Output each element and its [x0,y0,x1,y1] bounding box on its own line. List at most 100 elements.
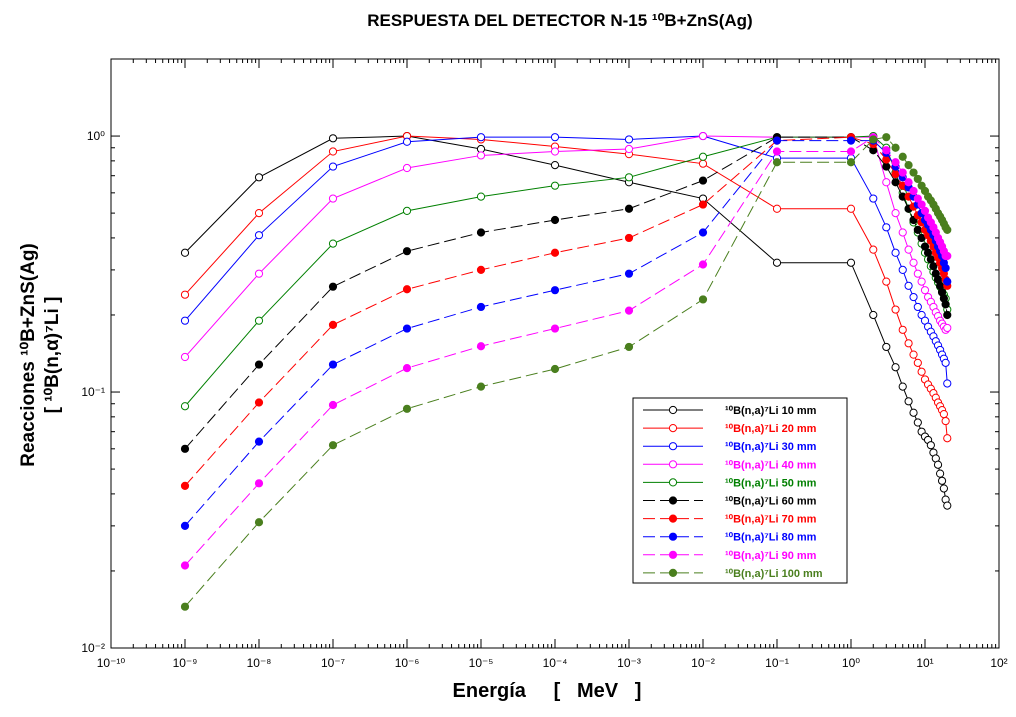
data-point [254,269,264,278]
data-point [328,282,338,291]
data-point [402,247,412,256]
data-point [882,133,891,142]
data-point [943,323,952,333]
legend-marker [668,514,678,523]
data-point [941,416,950,426]
data-point [254,316,264,325]
data-point [882,342,891,352]
x-tick-label: 10⁻⁴ [543,656,568,670]
data-point [476,133,486,142]
legend: ¹⁰B(n,a)⁷Li 10 mm ¹⁰B(n,a)⁷Li 20 mm ¹⁰B(n,… [632,397,848,584]
legend-label: ¹⁰B(n,a)⁷Li 50 mm [725,477,817,489]
data-point [898,382,907,391]
data-point [898,168,907,177]
data-point [328,147,338,156]
data-point [772,136,782,145]
x-tick-label: 10⁻⁶ [395,656,420,670]
data-point [402,364,412,373]
data-point [917,277,926,286]
data-point [917,367,926,376]
data-point [624,306,634,315]
y-tick-label: 10⁻¹ [81,385,105,399]
data-point [941,263,950,273]
data-point [846,136,856,145]
data-point [624,342,634,352]
data-point [550,364,560,374]
data-point [772,158,782,167]
legend-marker [668,442,678,451]
data-point [891,363,900,372]
y-axis-label-line2: [ ¹⁰B(n,α)⁷Li ] [42,297,63,414]
data-point [180,290,190,299]
data-point [624,135,634,144]
legend-label: ¹⁰B(n,a)⁷Li 10 mm [725,405,817,417]
data-point [328,194,338,203]
data-point [943,501,952,510]
data-point [180,602,190,611]
legend-label: ¹⁰B(n,a)⁷Li 20 mm [725,423,817,435]
data-point [328,441,338,450]
y-tick-labels: 10⁻² 10⁻¹ 10⁰ [81,129,105,655]
data-point [917,200,926,209]
data-point [254,437,264,446]
data-point [904,161,913,170]
legend-marker [668,460,678,469]
data-point [943,310,952,320]
data-point [328,360,338,369]
series-5 [180,131,952,411]
data-point [943,251,952,261]
series-10 [180,133,952,611]
data-point [891,143,900,152]
x-tick-label: 10⁻⁵ [469,656,494,670]
data-point [550,324,560,333]
data-point [904,281,913,290]
data-point [939,409,948,419]
legend-item: ¹⁰B(n,a)⁷Li 60 mm [643,496,817,508]
data-point [846,204,856,213]
data-point [698,176,708,185]
data-point [624,144,634,154]
series-line [184,135,948,439]
x-tick-labels: 10⁻¹⁰ 10⁻⁹ 10⁻⁸ 10⁻⁷ 10⁻⁶ 10⁻⁵ 10⁻⁴ 10⁻³ 10⁻² 10⁻… [97,656,1008,670]
data-point [929,262,938,271]
data-point [180,481,190,490]
data-point [891,209,900,218]
data-point [772,147,782,156]
data-point [772,204,782,213]
data-point [913,302,922,312]
data-point [254,209,264,218]
data-point [898,265,907,274]
legend-item: ¹⁰B(n,a)⁷Li 10 mm [643,405,817,417]
series-1 [180,131,952,510]
data-point [936,281,945,290]
data-point [180,521,190,530]
axis-ticks [110,58,1000,649]
data-point [550,286,560,295]
legend-item: ¹⁰B(n,a)⁷Li 40 mm [643,459,817,471]
data-point [882,162,891,171]
data-point [941,358,950,367]
data-point [909,168,918,177]
data-point [624,204,634,213]
data-point [882,277,891,286]
x-tick-label: 10⁻³ [617,656,641,670]
legend-label: ¹⁰B(n,a)⁷Li 70 mm [725,514,817,526]
data-point [846,158,856,167]
data-point [550,248,560,257]
legend-marker [668,532,678,541]
data-point [402,285,412,294]
data-point [920,206,930,216]
data-point [180,248,190,257]
series-6 [180,133,952,453]
data-point [891,158,900,167]
data-point [328,320,338,329]
data-point [909,292,918,302]
data-point [550,133,560,142]
data-point [939,484,948,493]
data-point [476,151,486,160]
legend-label: ¹⁰B(n,a)⁷Li 80 mm [725,532,817,544]
data-point [936,469,945,478]
x-tick-label: 10² [990,656,1007,670]
y-tick-label: 10⁻² [81,641,105,655]
data-point [254,173,264,182]
